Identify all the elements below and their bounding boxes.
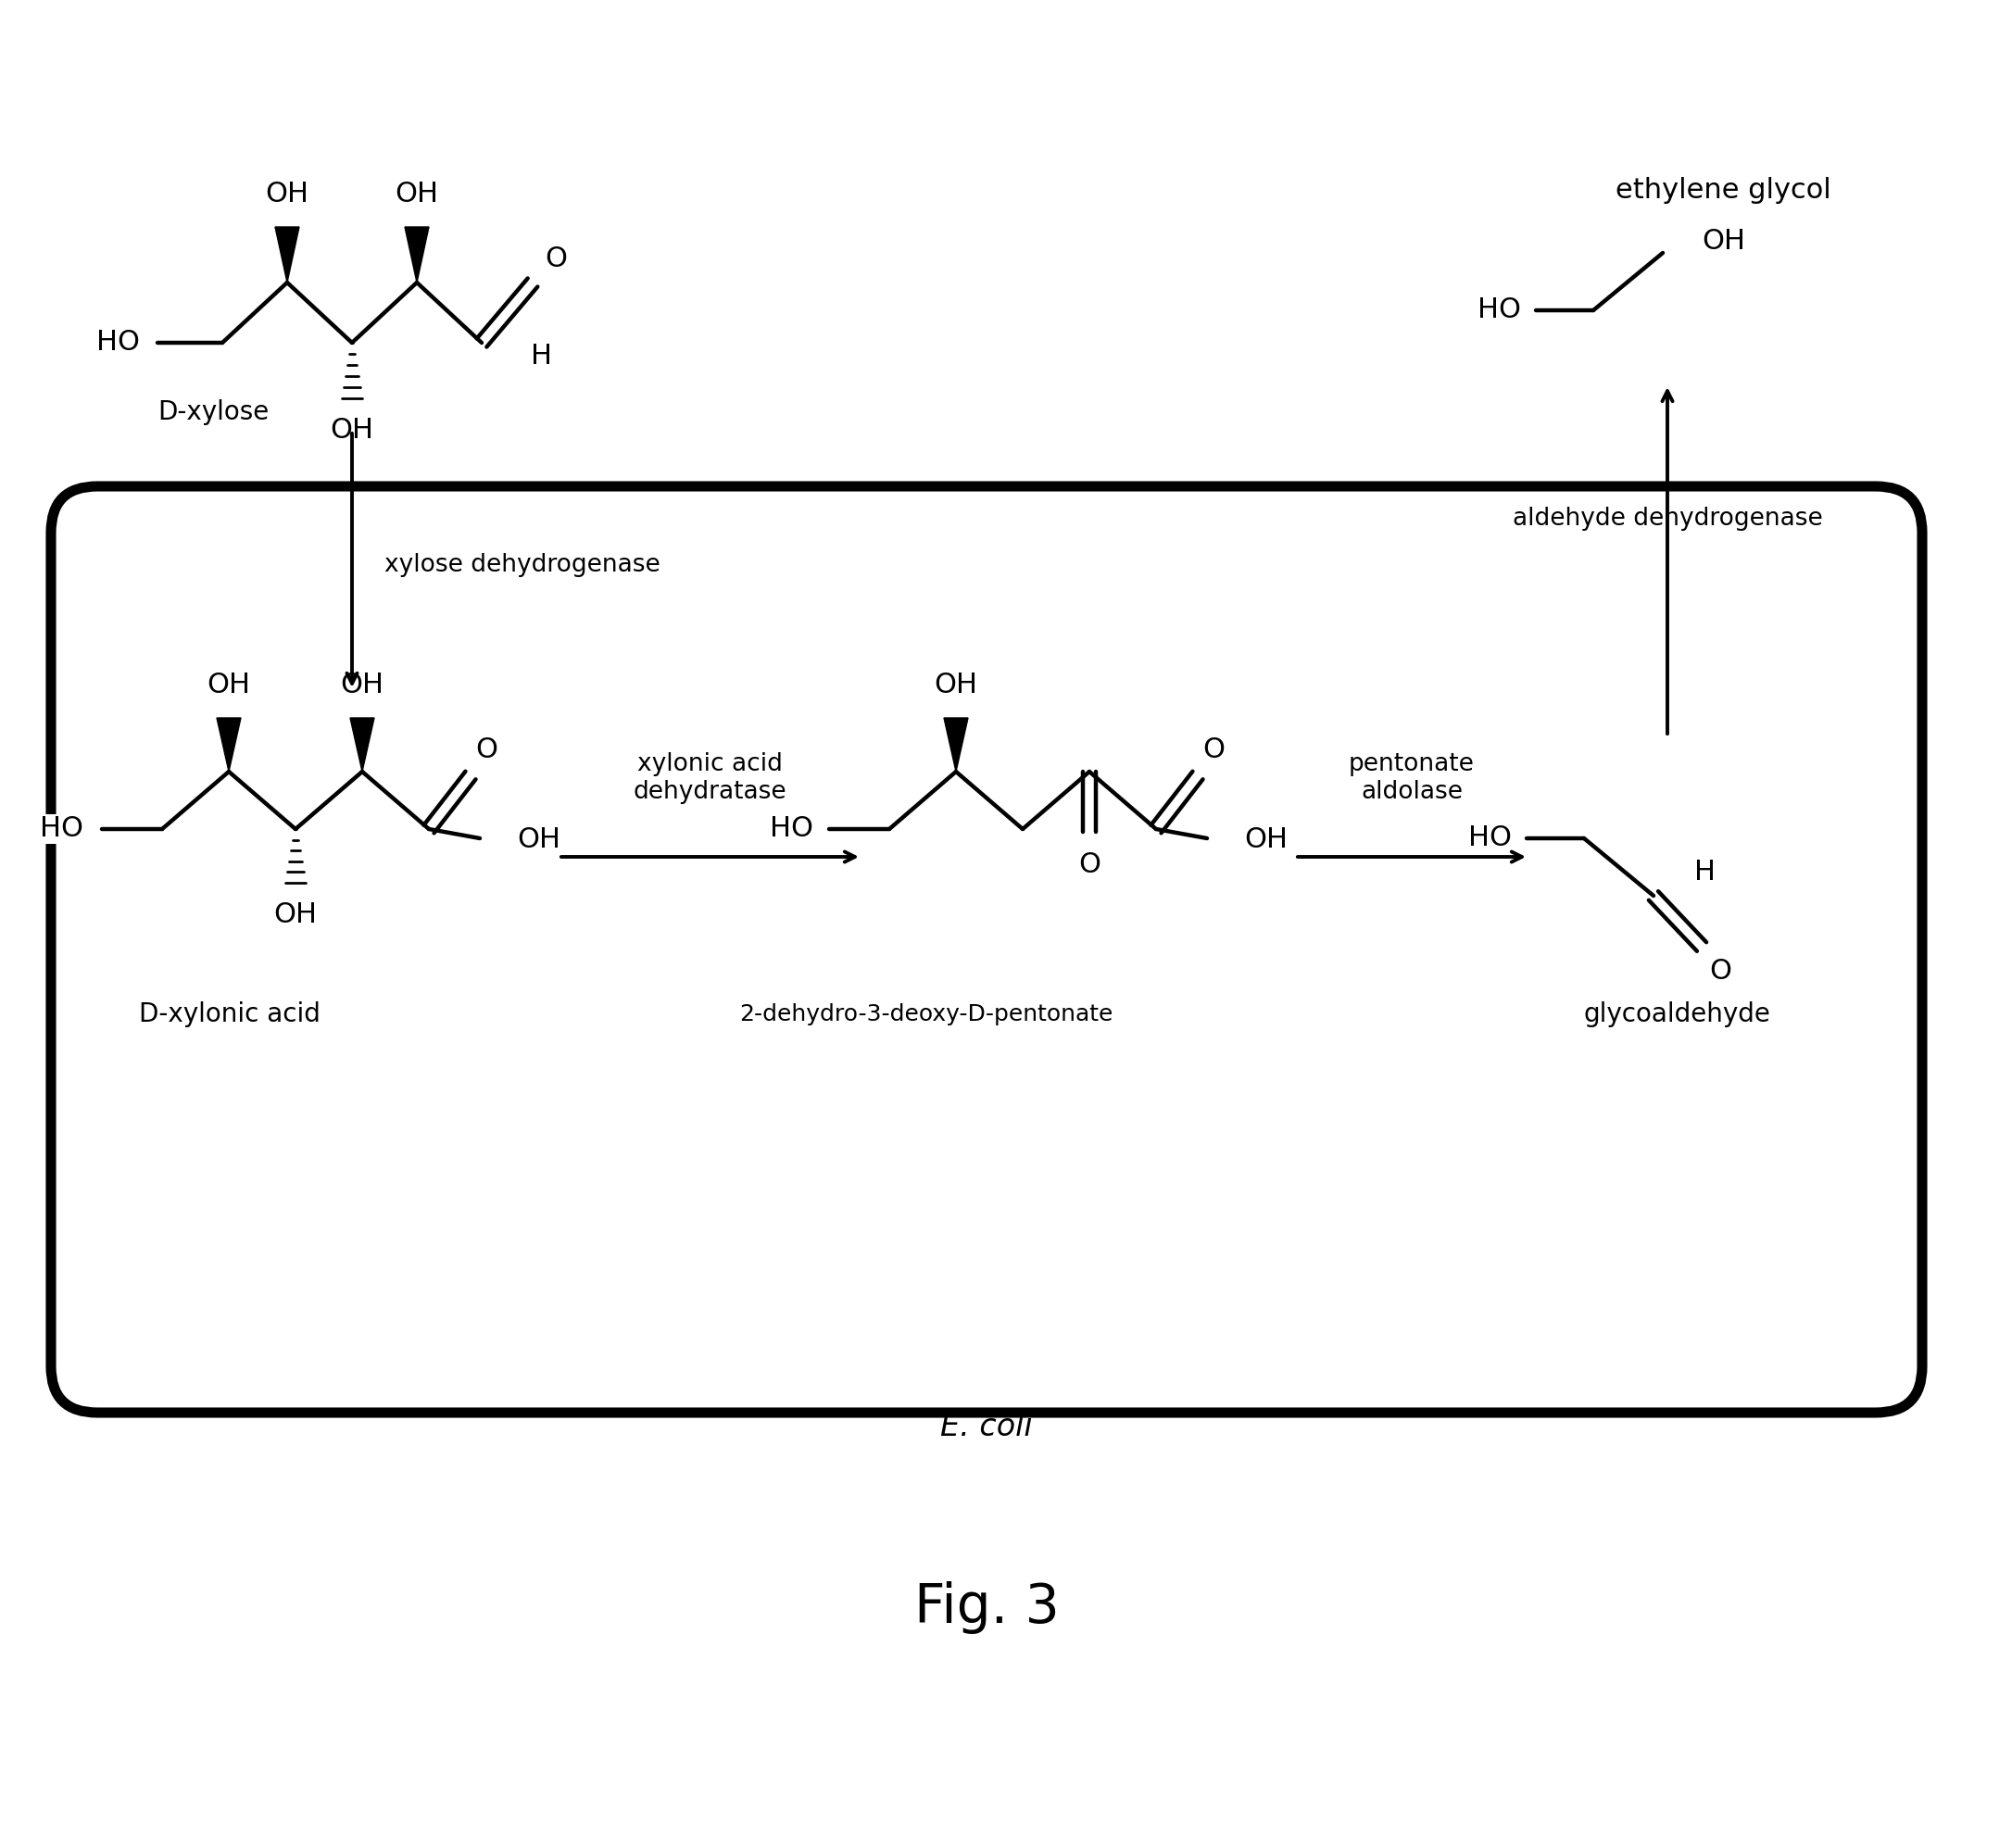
Text: HO: HO	[771, 815, 813, 843]
Text: OH: OH	[1702, 229, 1744, 255]
Text: OH: OH	[207, 673, 252, 699]
Text: xylonic acid
dehydratase: xylonic acid dehydratase	[634, 752, 787, 804]
Text: OH: OH	[934, 673, 978, 699]
Text: OH: OH	[340, 673, 384, 699]
Polygon shape	[944, 717, 968, 772]
Text: Fig. 3: Fig. 3	[913, 1580, 1058, 1634]
Text: HO: HO	[1469, 824, 1511, 852]
Text: OH: OH	[266, 181, 310, 209]
Text: OH: OH	[330, 418, 374, 444]
Text: D-xylonic acid: D-xylonic acid	[139, 1002, 320, 1027]
Text: O: O	[1078, 850, 1101, 878]
Text: D-xylose: D-xylose	[157, 399, 270, 425]
Text: xylose dehydrogenase: xylose dehydrogenase	[384, 553, 660, 577]
Text: E. coli: E. coli	[940, 1412, 1032, 1441]
Polygon shape	[217, 717, 241, 772]
Text: OH: OH	[517, 826, 561, 854]
Text: HO: HO	[97, 329, 141, 357]
Text: O: O	[475, 737, 497, 763]
Polygon shape	[276, 227, 300, 283]
Text: glycoaldehyde: glycoaldehyde	[1583, 1002, 1771, 1027]
FancyBboxPatch shape	[50, 486, 1921, 1412]
Text: pentonate
aldolase: pentonate aldolase	[1348, 752, 1475, 804]
Text: HO: HO	[40, 815, 85, 843]
Text: 2-dehydro-3-deoxy-D-pentonate: 2-dehydro-3-deoxy-D-pentonate	[740, 1003, 1113, 1026]
Text: aldehyde dehydrogenase: aldehyde dehydrogenase	[1513, 506, 1823, 530]
Text: OH: OH	[394, 181, 439, 209]
Text: O: O	[1708, 959, 1730, 985]
Text: O: O	[545, 246, 567, 274]
Text: ethylene glycol: ethylene glycol	[1616, 176, 1831, 203]
Text: H: H	[531, 344, 553, 370]
Text: HO: HO	[1477, 298, 1521, 323]
Polygon shape	[404, 227, 429, 283]
Text: O: O	[1203, 737, 1225, 763]
Polygon shape	[350, 717, 374, 772]
Text: OH: OH	[274, 902, 318, 930]
Text: H: H	[1694, 859, 1714, 885]
Text: OH: OH	[1243, 826, 1288, 854]
